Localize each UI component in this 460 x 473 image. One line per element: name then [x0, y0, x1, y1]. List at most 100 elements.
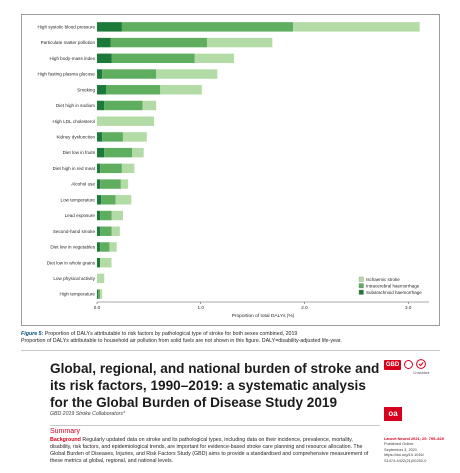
category-label: Diet high in red meat — [53, 166, 96, 171]
category-label: High body-mass index — [50, 56, 96, 61]
crossmark-icon[interactable] — [416, 359, 426, 369]
bar-segment — [106, 85, 161, 95]
bar-segment — [97, 226, 101, 236]
bar-segment — [100, 179, 121, 189]
bar-segment — [97, 37, 111, 48]
bar-segment — [160, 85, 202, 95]
bar-segment — [111, 226, 120, 236]
x-tick-label: 0.0 — [94, 305, 101, 310]
category-label: Diet low in fruits — [63, 150, 96, 155]
x-tick-label: 3.0 — [405, 305, 412, 310]
bar-segment — [109, 242, 117, 252]
open-circle-icon — [404, 360, 413, 369]
published-online-label: Published Online — [384, 441, 414, 447]
bar-segment — [115, 195, 132, 205]
bar-segment — [102, 69, 157, 79]
bar-segment — [100, 289, 103, 299]
bar-segment — [98, 289, 101, 299]
bar-segment — [100, 163, 122, 174]
bar-segment — [97, 132, 103, 142]
bar-segment — [97, 179, 101, 189]
category-label: Diet high in sodium — [56, 103, 95, 108]
article-authors[interactable]: GBD 2019 Stroke Collaborators* — [50, 411, 125, 417]
publication-meta: Lancet Neurol 2021; 20: 795–820 Publishe… — [384, 436, 456, 463]
bar-segment — [121, 22, 294, 32]
category-label: Second-hand smoke — [53, 229, 96, 234]
legend-swatch — [358, 276, 364, 282]
bar-segment — [102, 132, 123, 142]
bar-segment — [293, 22, 420, 32]
bar-segment — [97, 163, 101, 174]
bar-segment — [101, 195, 116, 205]
bar-segment — [97, 195, 102, 205]
category-label: High systolic blood pressure — [38, 24, 96, 29]
section-divider — [21, 350, 440, 351]
figure-caption-note: Proportion of DALYs attributable to hous… — [21, 338, 342, 344]
bar-segment — [156, 69, 218, 79]
figure-caption: Figure 5: Proportion of DALYs attributab… — [21, 331, 451, 345]
bar-segment — [132, 147, 144, 158]
stacked-bar-chart: High systolic blood pressure Particulate … — [38, 22, 429, 319]
category-label: Low physical activity — [53, 276, 95, 281]
bar-segment — [111, 53, 195, 64]
category-label: Smoking — [77, 87, 95, 92]
bar-segment — [97, 100, 105, 111]
bar-segment — [97, 53, 112, 64]
journal-citation: Lancet Neurol 2021; 20: 795–820 — [384, 436, 444, 441]
bar-segment — [111, 210, 123, 221]
figure-chart-frame: High systolic blood pressure Particulate … — [21, 14, 440, 326]
legend-swatch — [358, 283, 364, 289]
bar-segment — [206, 37, 273, 48]
crossmark-label: CrossMark — [413, 371, 430, 375]
bar-segment — [97, 289, 99, 299]
bar-segment — [142, 100, 157, 111]
category-label: Low temperature — [61, 197, 96, 202]
category-label: High temperature — [60, 292, 96, 297]
article-title: Global, regional, and national burden of… — [50, 361, 380, 410]
category-label: Lead exposure — [65, 213, 96, 218]
category-label: Diet low in whole grains — [47, 260, 96, 265]
bar-segment — [110, 37, 207, 48]
category-label: High fasting plasma glucose — [38, 72, 96, 77]
x-axis-title: Proportion of total DALYs (%) — [232, 313, 295, 319]
bar-segment — [120, 179, 129, 189]
bar-segment — [104, 100, 143, 111]
bar-segment — [121, 163, 135, 174]
bar-segment — [97, 210, 101, 221]
pii-text: S1474-4422(21)00252-0 — [384, 457, 427, 463]
bar-segment — [97, 147, 105, 158]
background-label: Background — [50, 437, 81, 443]
bar-segment — [97, 257, 101, 268]
category-label: Particulate matter pollution — [41, 40, 96, 45]
bar-segment — [97, 69, 103, 79]
figure-caption-title: Proportion of DALYs attributable to risk… — [43, 331, 298, 337]
summary-heading: Summary — [50, 428, 80, 435]
bar-segment — [194, 53, 234, 64]
bar-segment — [97, 242, 101, 252]
legend-label: Ischaemic stroke — [366, 277, 400, 282]
gbd-logo: GBD — [384, 360, 401, 370]
bar-segment — [122, 132, 147, 142]
category-label: Kidney dysfunction — [56, 135, 95, 140]
bar-segment — [100, 226, 112, 236]
doi-link[interactable]: https://doi.org/10.1016/ — [384, 452, 424, 458]
x-tick-label: 1.0 — [198, 305, 205, 310]
summary-background: Background Regularly updated data on str… — [50, 437, 372, 465]
summary-divider — [50, 425, 380, 426]
bar-segment — [97, 116, 155, 126]
open-access-logo: oa — [384, 407, 402, 421]
legend-label: Subarachnoid haemorrhage — [366, 290, 422, 295]
background-text: Regularly updated data on stroke and its… — [50, 437, 369, 464]
category-label: Diet low in vegetables — [50, 245, 95, 250]
category-label: Alcohol use — [71, 182, 95, 187]
bar-segment — [97, 273, 105, 284]
bar-segment — [97, 22, 122, 32]
bar-segment — [100, 257, 112, 268]
category-label: High LDL cholesterol — [53, 119, 95, 124]
bar-segment — [100, 242, 110, 252]
x-tick-label: 2.0 — [301, 305, 308, 310]
published-date: September 3, 2021 — [384, 446, 418, 452]
bar-segment — [97, 85, 107, 95]
figure-label: Figure 5: — [21, 331, 44, 337]
bar-segment — [100, 210, 112, 221]
